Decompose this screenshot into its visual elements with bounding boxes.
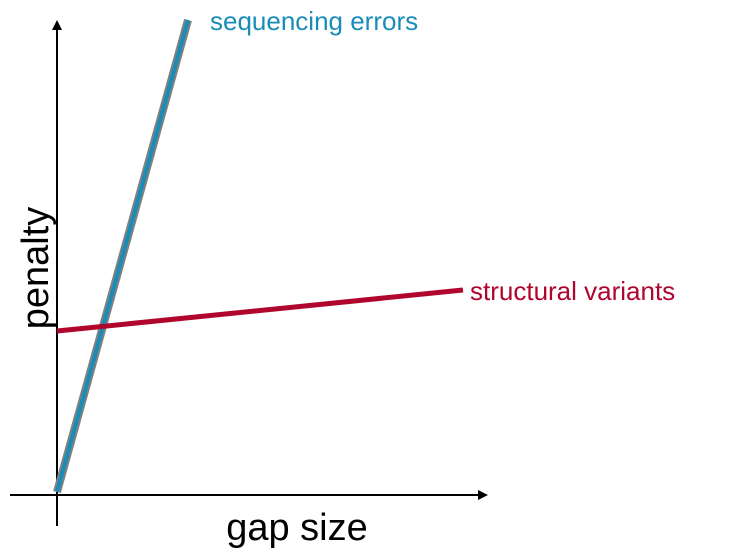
- y-axis-label: penalty: [15, 207, 57, 330]
- line-label: sequencing errors: [210, 6, 418, 36]
- x-axis-label: gap size: [226, 507, 368, 549]
- structural-variants-line: [56, 287, 464, 334]
- sequencing-errors-line: [55, 19, 190, 493]
- line-label: structural variants: [470, 276, 675, 306]
